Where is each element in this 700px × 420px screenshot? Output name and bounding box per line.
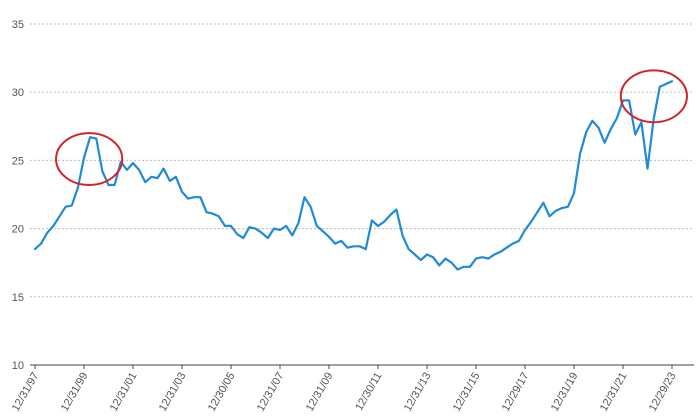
x-tick-labels: 12/31/97 12/31/99 12/31/01 12/31/03 12/30/05…	[10, 371, 679, 414]
series-line	[33, 80, 674, 271]
x-tick-label: 12/31/03	[157, 371, 189, 414]
x-tick-label: 12/30/11	[353, 371, 384, 413]
x-tick-label: 12/31/19	[549, 371, 581, 414]
x-tick-label: 12/31/15	[451, 371, 483, 414]
x-tick-label: 12/31/99	[59, 371, 91, 414]
x-tick-label: 12/31/07	[255, 371, 287, 414]
x-tick-label: 12/29/17	[500, 371, 532, 414]
highlight-circle	[619, 69, 688, 124]
x-tick-label: 12/31/13	[402, 371, 434, 414]
series-layer	[33, 80, 674, 271]
x-tick-label: 12/31/97	[10, 371, 42, 414]
y-tick-label: 35	[12, 19, 24, 31]
x-tick-label: 12/31/21	[598, 371, 630, 414]
annotation-layer	[55, 69, 688, 186]
y-tick-labels: 10 15 20 25 30 35	[12, 19, 24, 372]
x-tick-label: 12/31/01	[108, 371, 140, 414]
y-tick-label: 30	[12, 87, 24, 99]
y-tick-label: 10	[12, 360, 24, 372]
y-tick-label: 20	[12, 224, 24, 236]
grid-layer	[30, 23, 694, 369]
y-tick-label: 25	[12, 155, 24, 167]
y-tick-label: 15	[12, 292, 24, 304]
x-tick-label: 12/31/09	[304, 371, 336, 414]
x-tick-label: 12/29/23	[647, 371, 679, 414]
highlight-circle	[55, 132, 124, 186]
x-tick-label: 12/30/05	[206, 371, 238, 414]
